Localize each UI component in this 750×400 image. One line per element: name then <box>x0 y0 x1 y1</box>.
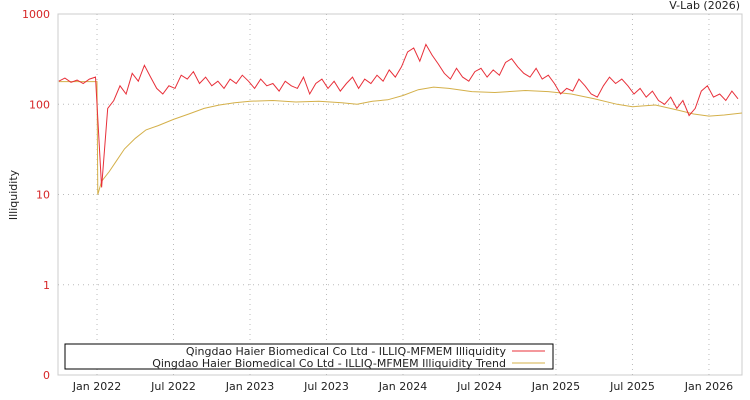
y-tick-label: 10 <box>36 189 50 202</box>
x-tick-label: Jan 2026 <box>684 380 733 393</box>
y-axis-label: Illiquidity <box>7 169 20 220</box>
x-tick-label: Jul 2022 <box>150 380 196 393</box>
x-tick-label: Jan 2025 <box>531 380 580 393</box>
legend: Qingdao Haier Biomedical Co Ltd - ILLIQ-… <box>64 343 554 370</box>
legend-label-trend: Qingdao Haier Biomedical Co Ltd - ILLIQ-… <box>152 357 506 370</box>
x-tick-label: Jul 2024 <box>456 380 502 393</box>
x-tick-label: Jul 2025 <box>609 380 655 393</box>
trend-line <box>58 81 743 195</box>
x-tick-label: Jul 2023 <box>303 380 349 393</box>
y-tick-label: 1 <box>43 279 50 292</box>
vlab-credit: V-Lab (2026) <box>669 0 740 12</box>
plot-area <box>57 13 743 376</box>
illiquidity-line <box>58 43 739 188</box>
y-tick-label: 0 <box>43 369 50 382</box>
legend-label-illiquidity: Qingdao Haier Biomedical Co Ltd - ILLIQ-… <box>186 345 507 358</box>
y-tick-label: 100 <box>29 98 50 111</box>
x-tick-label: Jan 2024 <box>378 380 427 393</box>
y-tick-label: 1000 <box>22 8 50 21</box>
x-tick-label: Jan 2022 <box>72 380 121 393</box>
x-tick-label: Jan 2023 <box>225 380 274 393</box>
